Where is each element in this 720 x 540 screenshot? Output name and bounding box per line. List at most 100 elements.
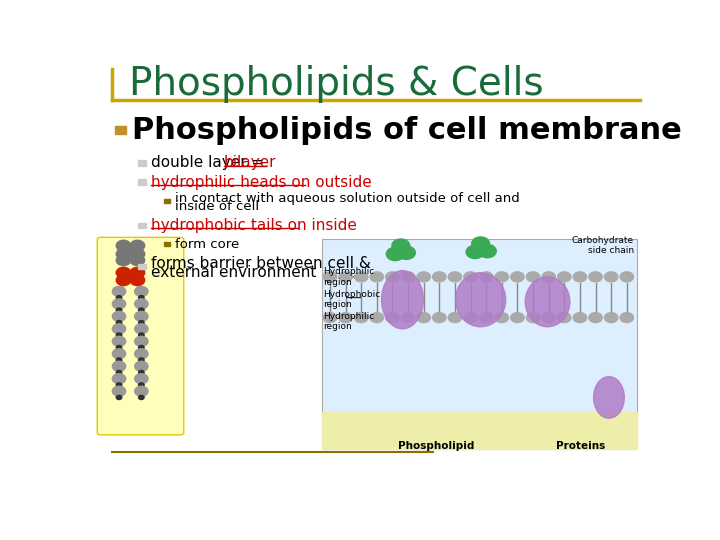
Circle shape <box>116 370 122 375</box>
Circle shape <box>138 358 144 362</box>
Circle shape <box>339 272 352 282</box>
Ellipse shape <box>593 377 624 418</box>
Circle shape <box>386 313 399 322</box>
Text: inside of cell: inside of cell <box>176 200 259 213</box>
Circle shape <box>573 272 587 282</box>
Circle shape <box>480 313 493 322</box>
Circle shape <box>138 333 144 337</box>
Circle shape <box>116 395 122 400</box>
Circle shape <box>526 272 540 282</box>
Bar <box>322 412 636 449</box>
Circle shape <box>138 295 144 300</box>
Text: in contact with aqueous solution outside of cell and: in contact with aqueous solution outside… <box>176 192 520 205</box>
Circle shape <box>112 336 126 346</box>
Circle shape <box>135 386 148 396</box>
Circle shape <box>605 272 618 282</box>
Circle shape <box>135 299 148 309</box>
Circle shape <box>387 247 404 261</box>
Circle shape <box>386 272 399 282</box>
Text: Phospholipids of cell membrane: Phospholipids of cell membrane <box>132 116 682 145</box>
Text: form core: form core <box>176 238 240 251</box>
Circle shape <box>557 272 571 282</box>
Bar <box>138 264 145 269</box>
Circle shape <box>449 313 462 322</box>
Circle shape <box>116 255 131 266</box>
Circle shape <box>135 374 148 384</box>
Circle shape <box>116 275 131 286</box>
Circle shape <box>130 248 145 259</box>
Circle shape <box>135 349 148 359</box>
Circle shape <box>370 272 384 282</box>
Circle shape <box>472 237 490 250</box>
Circle shape <box>116 240 131 251</box>
Circle shape <box>130 255 145 266</box>
Circle shape <box>464 313 477 322</box>
Circle shape <box>116 295 122 300</box>
Circle shape <box>138 346 144 349</box>
Ellipse shape <box>382 271 423 329</box>
Circle shape <box>138 308 144 312</box>
Text: Proteins: Proteins <box>557 441 606 451</box>
Circle shape <box>542 272 555 282</box>
Circle shape <box>130 275 145 286</box>
Bar <box>138 179 145 185</box>
Circle shape <box>112 361 126 371</box>
Text: Phospholipid: Phospholipid <box>397 441 474 451</box>
Text: hydrophilic heads on outside: hydrophilic heads on outside <box>151 174 372 190</box>
Circle shape <box>449 272 462 282</box>
Circle shape <box>620 313 634 322</box>
Circle shape <box>138 383 144 387</box>
Circle shape <box>589 313 602 322</box>
Circle shape <box>526 313 540 322</box>
Circle shape <box>495 313 508 322</box>
FancyBboxPatch shape <box>322 239 637 449</box>
Circle shape <box>417 272 431 282</box>
Circle shape <box>542 313 555 322</box>
Circle shape <box>112 386 126 396</box>
Circle shape <box>116 308 122 312</box>
FancyBboxPatch shape <box>97 238 184 435</box>
Text: Hydrophilic
region: Hydrophilic region <box>323 267 374 287</box>
Circle shape <box>138 370 144 375</box>
Bar <box>164 242 170 246</box>
Circle shape <box>135 324 148 334</box>
Circle shape <box>135 286 148 296</box>
Circle shape <box>112 374 126 384</box>
Text: forms barrier between cell &: forms barrier between cell & <box>151 256 372 271</box>
Circle shape <box>116 383 122 387</box>
Circle shape <box>339 313 352 322</box>
Circle shape <box>510 313 524 322</box>
Text: hydrophobic tails on inside: hydrophobic tails on inside <box>151 218 357 233</box>
Circle shape <box>589 272 602 282</box>
Circle shape <box>323 272 337 282</box>
Ellipse shape <box>525 277 570 327</box>
Circle shape <box>323 313 337 322</box>
Circle shape <box>130 240 145 251</box>
Circle shape <box>392 239 410 252</box>
Circle shape <box>557 313 571 322</box>
Circle shape <box>401 272 415 282</box>
Bar <box>138 160 145 166</box>
Text: Hydrophilic
region: Hydrophilic region <box>323 312 374 332</box>
Circle shape <box>370 313 384 322</box>
Text: Hydrophobic
region: Hydrophobic region <box>323 290 380 309</box>
Circle shape <box>478 245 496 258</box>
Circle shape <box>116 267 131 278</box>
Circle shape <box>135 312 148 321</box>
Circle shape <box>112 299 126 309</box>
Ellipse shape <box>456 273 505 327</box>
Circle shape <box>135 361 148 371</box>
Circle shape <box>605 313 618 322</box>
Circle shape <box>510 272 524 282</box>
Circle shape <box>433 313 446 322</box>
Circle shape <box>112 324 126 334</box>
Circle shape <box>620 272 634 282</box>
Circle shape <box>417 313 431 322</box>
Circle shape <box>116 248 131 259</box>
Text: bilayer: bilayer <box>224 156 276 171</box>
Circle shape <box>495 272 508 282</box>
Circle shape <box>464 272 477 282</box>
Circle shape <box>354 313 368 322</box>
Circle shape <box>116 333 122 337</box>
Circle shape <box>135 336 148 346</box>
